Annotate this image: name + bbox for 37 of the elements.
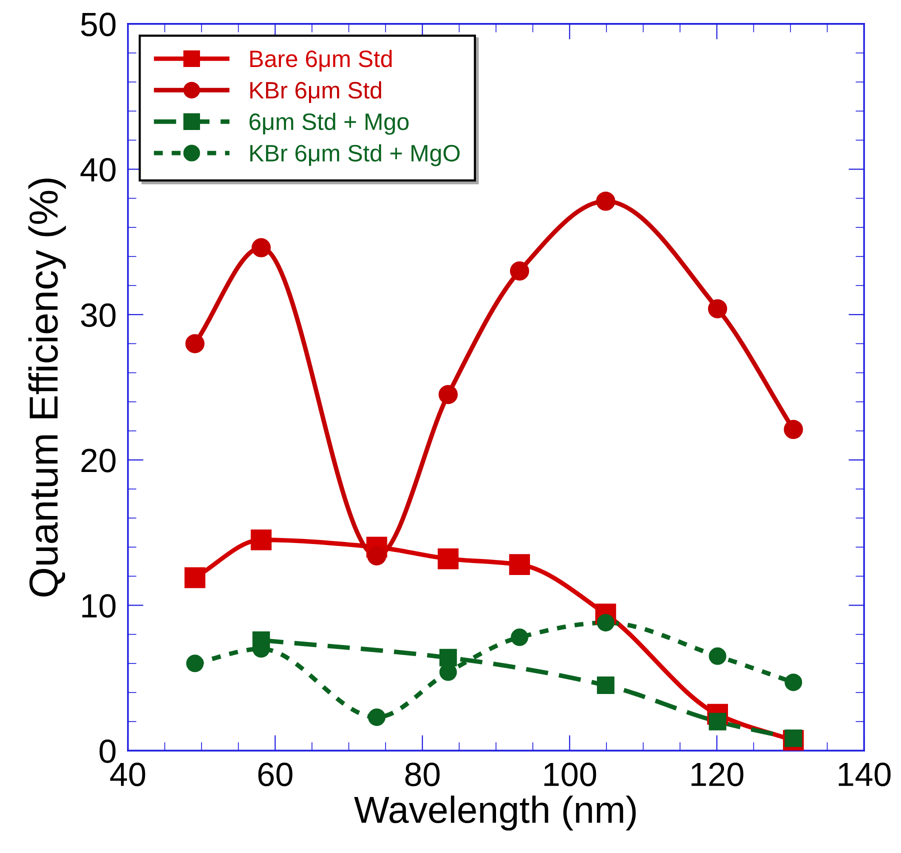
y-tick-label: 20 xyxy=(81,448,116,472)
point xyxy=(708,647,726,665)
point xyxy=(368,708,386,726)
point xyxy=(186,654,204,672)
point xyxy=(185,334,205,354)
point xyxy=(439,648,457,666)
point xyxy=(784,674,802,692)
x-tick-label: 40 xyxy=(110,762,146,786)
point xyxy=(708,299,728,318)
y-tick-label: 30 xyxy=(81,303,116,327)
y-tick-label: 10 xyxy=(82,594,116,618)
legend-label: KBr 6μm Std xyxy=(250,81,382,103)
y-tick-label: 40 xyxy=(80,158,116,182)
point xyxy=(438,384,458,404)
x-axis-title: Wavelength (nm) xyxy=(354,796,636,831)
y-tick-label: 50 xyxy=(81,12,116,36)
x-tick-label: 60 xyxy=(258,762,292,786)
point xyxy=(510,261,530,281)
point xyxy=(252,238,271,258)
point xyxy=(367,546,386,566)
point xyxy=(784,420,803,439)
point xyxy=(510,628,528,646)
point xyxy=(184,567,206,588)
legend-label: 6μm Std + Mgo xyxy=(250,112,409,135)
x-tick-label: 100 xyxy=(544,762,596,786)
y-tick-label: 0 xyxy=(100,739,116,764)
x-tick-label: 80 xyxy=(405,762,440,786)
point xyxy=(596,192,616,211)
x-tick-label: 140 xyxy=(838,762,891,786)
y-axis-title: Quantum Efficiency (%) xyxy=(28,178,66,597)
legend-label: Bare 6μm Std xyxy=(250,50,392,72)
point xyxy=(509,554,530,576)
point xyxy=(250,529,272,550)
point xyxy=(596,676,614,694)
x-tick-label: 120 xyxy=(692,762,744,786)
point xyxy=(438,548,459,570)
legend-label: KBr 6μm Std + MgO xyxy=(250,144,460,166)
